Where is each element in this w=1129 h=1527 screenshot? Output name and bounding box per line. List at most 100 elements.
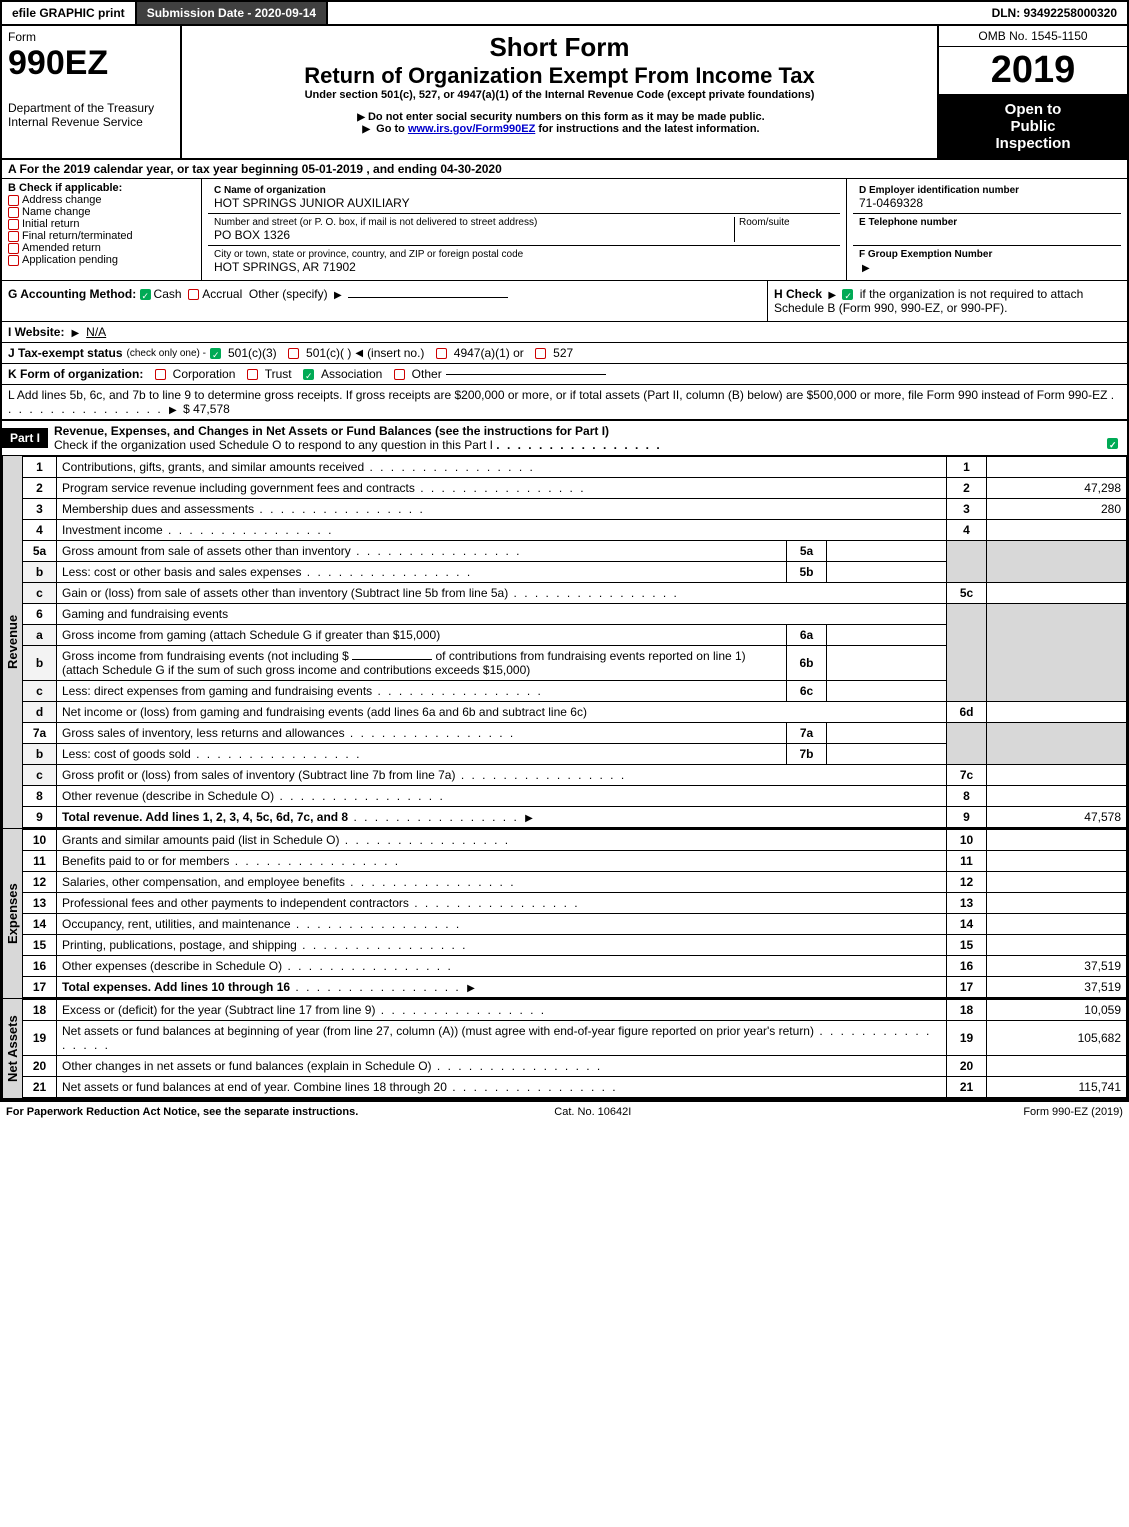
line-17-desc: Total expenses. Add lines 10 through 16 (62, 980, 290, 994)
irs-label: Internal Revenue Service (8, 115, 174, 129)
goto-post: for instructions and the latest informat… (538, 123, 759, 135)
line-3-value: 280 (987, 499, 1127, 520)
arrow-icon (331, 287, 345, 301)
page-footer: For Paperwork Reduction Act Notice, see … (0, 1101, 1129, 1122)
accrual-label: Accrual (202, 287, 242, 301)
line-21-value: 115,741 (987, 1077, 1127, 1098)
line-1-desc: Contributions, gifts, grants, and simila… (62, 460, 364, 474)
line-6d-desc: Net income or (loss) from gaming and fun… (62, 705, 587, 719)
checkbox-accrual[interactable] (188, 289, 199, 300)
submission-date-button[interactable]: Submission Date - 2020-09-14 (137, 2, 328, 24)
open-to-label: Open to (943, 101, 1123, 118)
cat-number: Cat. No. 10642I (554, 1106, 631, 1118)
part-1-header: Part I Revenue, Expenses, and Changes in… (2, 420, 1127, 456)
revenue-tab: Revenue (2, 456, 22, 828)
address-change-label: Address change (22, 194, 102, 206)
checkbox-527[interactable] (535, 348, 546, 359)
top-bar: efile GRAPHIC print Submission Date - 20… (2, 2, 1127, 26)
checkbox-other-org[interactable] (394, 369, 405, 380)
j-527-label: 527 (553, 346, 573, 360)
section-l-text: L Add lines 5b, 6c, and 7b to line 9 to … (8, 388, 1107, 402)
checkbox-501c[interactable] (288, 348, 299, 359)
arrow-icon (464, 980, 478, 994)
line-12-desc: Salaries, other compensation, and employ… (62, 875, 345, 889)
street-value: PO BOX 1326 (214, 228, 734, 242)
checkbox-schedule-o[interactable] (1107, 438, 1118, 449)
line-6b-desc1: Gross income from fundraising events (no… (62, 649, 349, 663)
part-1-title: Revenue, Expenses, and Changes in Net As… (54, 424, 609, 438)
j-4947-label: 4947(a)(1) or (454, 346, 524, 360)
line-7a-desc: Gross sales of inventory, less returns a… (62, 726, 345, 740)
line-7b-desc: Less: cost of goods sold (62, 747, 191, 761)
section-g-label: G Accounting Method: (8, 287, 136, 301)
section-h-label: H Check (774, 287, 822, 301)
line-5c-desc: Gain or (loss) from sale of assets other… (62, 586, 508, 600)
short-form-label: Short Form (192, 32, 927, 63)
line-20-desc: Other changes in net assets or fund bala… (62, 1059, 432, 1073)
line-21-desc: Net assets or fund balances at end of ye… (62, 1080, 447, 1094)
form-header: Form 990EZ Department of the Treasury In… (2, 26, 1127, 160)
j-insert-label: (insert no.) (367, 346, 424, 360)
ein-value: 71-0469328 (859, 196, 1115, 210)
part-1-check-text: Check if the organization used Schedule … (54, 438, 493, 452)
irs-link[interactable]: www.irs.gov/Form990EZ (408, 123, 535, 135)
arrow-icon (522, 810, 536, 824)
checkbox-application-pending[interactable] (8, 255, 19, 266)
line-8-desc: Other revenue (describe in Schedule O) (62, 789, 274, 803)
checkbox-address-change[interactable] (8, 195, 19, 206)
amended-return-label: Amended return (22, 242, 101, 254)
final-return-label: Final return/terminated (22, 230, 133, 242)
k-trust-label: Trust (265, 367, 292, 381)
net-assets-tab: Net Assets (2, 999, 22, 1098)
line-6a-desc: Gross income from gaming (attach Schedul… (62, 628, 440, 642)
line-9-desc: Total revenue. Add lines 1, 2, 3, 4, 5c,… (62, 810, 348, 824)
checkbox-association[interactable] (303, 369, 314, 380)
section-k-label: K Form of organization: (8, 367, 143, 381)
j-501c3-label: 501(c)(3) (228, 346, 277, 360)
section-b-label: B Check if applicable: (8, 182, 195, 194)
line-19-desc: Net assets or fund balances at beginning… (62, 1024, 814, 1038)
tax-period: A For the 2019 calendar year, or tax yea… (2, 160, 1127, 179)
line-10-desc: Grants and similar amounts paid (list in… (62, 833, 339, 847)
line-19-value: 105,682 (987, 1021, 1127, 1056)
checkbox-trust[interactable] (247, 369, 258, 380)
ssn-warning: Do not enter social security numbers on … (368, 111, 765, 123)
line-18-desc: Excess or (deficit) for the year (Subtra… (62, 1003, 375, 1017)
paperwork-notice: For Paperwork Reduction Act Notice, see … (6, 1106, 358, 1118)
efile-print-button[interactable]: efile GRAPHIC print (2, 2, 137, 24)
city-label: City or town, state or province, country… (214, 249, 834, 260)
line-15-desc: Printing, publications, postage, and shi… (62, 938, 297, 952)
goto-pre: Go to (376, 123, 408, 135)
checkbox-cash[interactable] (140, 289, 151, 300)
line-3-desc: Membership dues and assessments (62, 502, 254, 516)
arrow-icon (354, 111, 368, 123)
under-section: Under section 501(c), 527, or 4947(a)(1)… (192, 89, 927, 101)
checkbox-501c3[interactable] (210, 348, 221, 359)
section-e-label: E Telephone number (859, 217, 1115, 228)
room-suite-label: Room/suite (734, 217, 834, 242)
checkbox-name-change[interactable] (8, 207, 19, 218)
line-6c-desc: Less: direct expenses from gaming and fu… (62, 684, 372, 698)
section-d-label: D Employer identification number (859, 185, 1115, 196)
checkbox-amended-return[interactable] (8, 243, 19, 254)
section-c-label: C Name of organization (214, 185, 834, 196)
entity-block: B Check if applicable: Address change Na… (2, 179, 1127, 281)
checkbox-final-return[interactable] (8, 231, 19, 242)
k-other-label: Other (412, 367, 442, 381)
omb-number: OMB No. 1545-1150 (939, 26, 1127, 47)
cash-label: Cash (154, 287, 182, 301)
section-i-label: I Website: (8, 325, 64, 339)
checkbox-corporation[interactable] (155, 369, 166, 380)
line-14-desc: Occupancy, rent, utilities, and maintena… (62, 917, 291, 931)
form-ref: Form 990-EZ (2019) (1023, 1106, 1123, 1118)
line-7c-desc: Gross profit or (loss) from sales of inv… (62, 768, 455, 782)
checkbox-schedule-b[interactable] (842, 289, 853, 300)
line-2-desc: Program service revenue including govern… (62, 481, 415, 495)
j-hint: (check only one) - (127, 348, 206, 359)
checkbox-4947[interactable] (436, 348, 447, 359)
dln-label: DLN: 93492258000320 (982, 2, 1127, 24)
line-4-desc: Investment income (62, 523, 163, 537)
public-label: Public (943, 118, 1123, 135)
city-value: HOT SPRINGS, AR 71902 (214, 260, 834, 274)
checkbox-initial-return[interactable] (8, 219, 19, 230)
